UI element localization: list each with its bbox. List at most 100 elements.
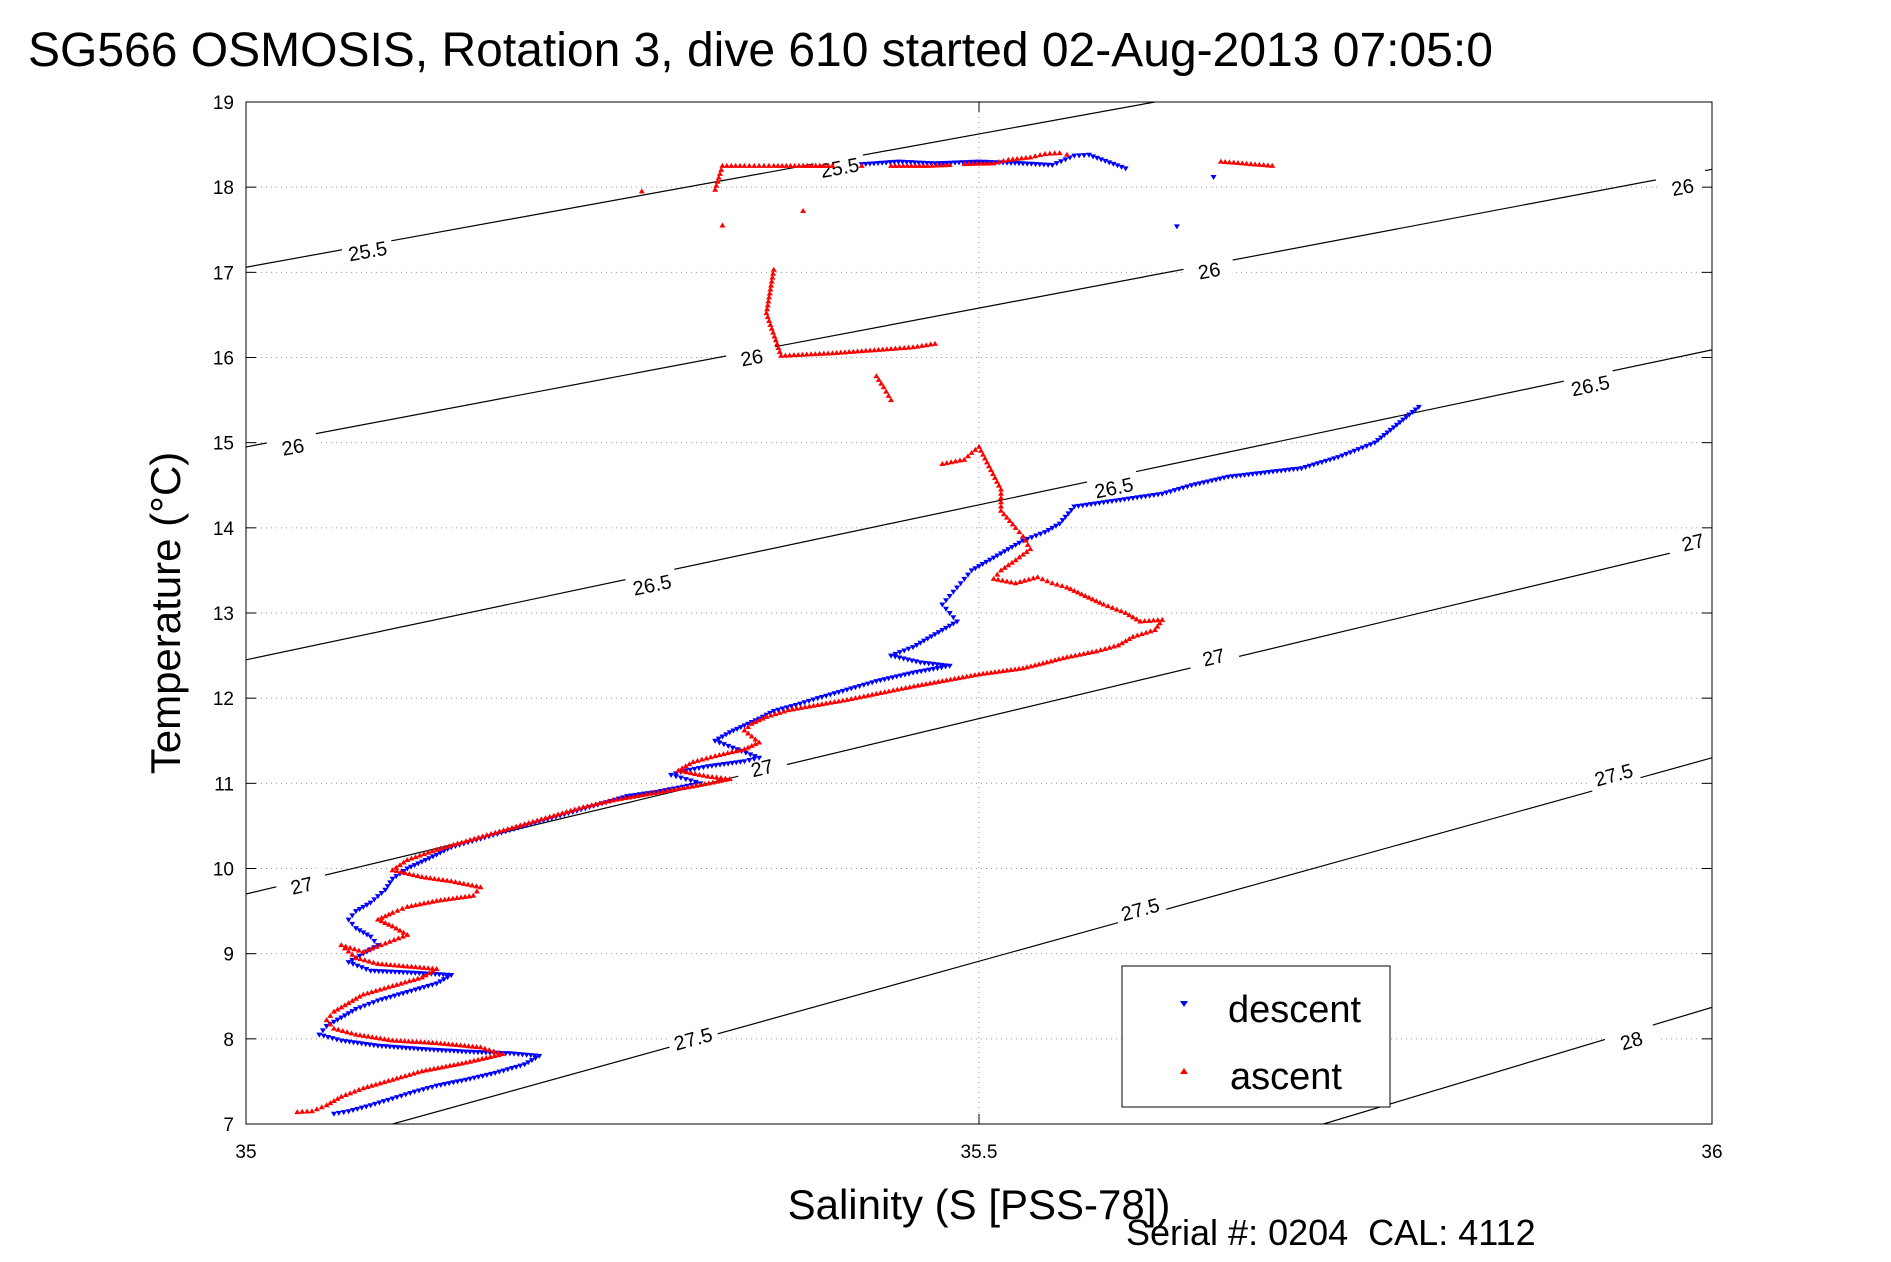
descent-point <box>349 913 356 919</box>
ascent-point <box>965 453 972 459</box>
ascent-point <box>698 756 705 762</box>
descent-point <box>338 1015 345 1021</box>
ascent-point <box>939 678 946 684</box>
descent-point <box>946 593 953 599</box>
ascent-point <box>575 805 582 811</box>
ascent-point <box>467 837 474 843</box>
ascent-point <box>406 978 413 984</box>
ascent-point <box>617 795 624 801</box>
descent-point <box>483 1072 490 1078</box>
ascent-point <box>1039 660 1046 666</box>
ascent-point <box>890 687 897 693</box>
descent-point <box>319 1028 326 1034</box>
ascent-point <box>860 693 867 699</box>
ascent-point <box>397 1038 404 1044</box>
ascent-point <box>963 673 970 679</box>
ascent-point <box>495 1052 502 1058</box>
descent-point <box>404 866 411 872</box>
ascent-point <box>997 495 1004 501</box>
ascent-point <box>916 162 923 168</box>
ascent-point <box>477 884 484 890</box>
ascent-point <box>422 972 429 978</box>
ascent-point <box>1122 638 1129 644</box>
descent-point <box>367 968 374 974</box>
descent-point <box>458 1078 465 1084</box>
ascent-point <box>786 352 793 358</box>
ascent-point <box>883 388 890 394</box>
ascent-point <box>918 342 925 348</box>
ascent-point <box>360 991 367 997</box>
descent-point <box>1053 161 1060 167</box>
ascent-point <box>402 870 409 876</box>
ascent-point <box>499 1051 506 1057</box>
ascent-point <box>338 942 345 948</box>
ascent-point <box>1118 608 1125 614</box>
descent-point <box>1098 157 1105 163</box>
ascent-point <box>400 859 407 865</box>
descent-point <box>1076 153 1083 159</box>
ascent-point <box>683 769 690 775</box>
ascent-point <box>393 864 400 870</box>
descent-point <box>914 669 921 675</box>
ascent-point <box>425 965 432 971</box>
ascent-point <box>1027 154 1034 160</box>
descent-point <box>1024 536 1031 542</box>
ascent-point <box>395 935 402 941</box>
descent-point <box>371 897 378 903</box>
descent-point <box>418 1047 425 1053</box>
descent-point <box>913 659 920 665</box>
descent-point <box>467 1076 474 1082</box>
ascent-point <box>939 460 946 466</box>
descent-point <box>528 1058 535 1064</box>
descent-point <box>930 666 937 672</box>
ascent-point <box>1006 518 1013 524</box>
descent-point <box>438 1048 445 1054</box>
descent-point <box>429 1084 436 1090</box>
ascent-point <box>592 801 599 807</box>
descent-point <box>437 979 444 985</box>
sigma-contour-label-bg <box>1665 523 1712 559</box>
descent-point <box>398 1045 405 1051</box>
ascent-point <box>1134 632 1141 638</box>
ascent-point <box>404 963 411 969</box>
descent-point <box>429 854 436 860</box>
ascent-point <box>766 290 773 296</box>
descent-point <box>358 1105 365 1111</box>
descent-point <box>444 975 451 981</box>
ascent-point <box>410 872 417 878</box>
ascent-point <box>1063 584 1070 590</box>
ascent-point <box>1049 580 1056 586</box>
descent-point <box>367 934 374 940</box>
descent-point <box>383 969 390 975</box>
ascent-point <box>1016 554 1023 560</box>
x-axis-label: Salinity (S [PSS-78]) <box>788 1181 1171 1228</box>
ascent-point <box>1129 633 1136 639</box>
ascent-point <box>692 770 699 776</box>
ascent-point <box>414 1069 421 1075</box>
sigma-contour-label-bg <box>1655 169 1710 203</box>
ascent-point <box>414 975 421 981</box>
ascent-point <box>1059 583 1066 589</box>
ascent-point <box>454 840 461 846</box>
descent-point <box>450 1080 457 1086</box>
ascent-point <box>383 961 390 967</box>
ascent-point <box>466 1058 473 1064</box>
descent-point <box>979 562 986 568</box>
ascent-point <box>733 748 740 754</box>
descent-point <box>454 1079 461 1085</box>
descent-point <box>415 1088 422 1094</box>
ascent-point <box>748 720 755 726</box>
ascent-point <box>471 1057 478 1063</box>
ascent-point <box>795 162 802 168</box>
descent-point <box>751 754 758 760</box>
descent-point <box>1359 445 1366 451</box>
ascent-point <box>997 490 1004 496</box>
sigma-contour-label: 26.5 <box>1563 367 1618 402</box>
ascent-point <box>767 286 774 292</box>
ascent-point <box>905 344 912 350</box>
ascent-point <box>457 1042 464 1048</box>
descent-point <box>366 1001 373 1007</box>
ascent-point <box>741 162 748 168</box>
ascent-point <box>924 162 931 168</box>
ascent-point <box>904 162 911 168</box>
